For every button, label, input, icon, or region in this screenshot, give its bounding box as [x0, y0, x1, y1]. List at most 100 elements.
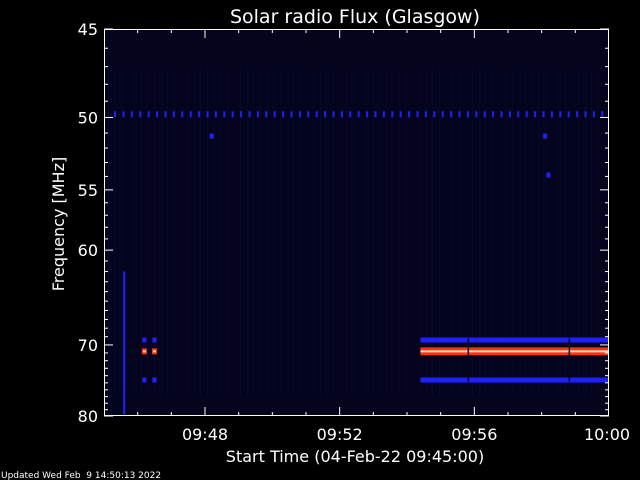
band-dot: [534, 111, 537, 118]
noise-stripe: [108, 69, 109, 396]
noise-stripe: [406, 69, 407, 396]
band-dot: [139, 111, 142, 118]
y-axis: 45 50 55 60 70 80: [78, 20, 609, 426]
y-tick-label: 45: [78, 20, 98, 39]
band-dot: [508, 111, 511, 118]
y-tick-label: 50: [78, 108, 98, 127]
noise-stripe: [353, 69, 354, 396]
noise-stripe: [161, 69, 162, 396]
noise-stripe: [326, 69, 327, 396]
noise-stripe: [492, 69, 493, 396]
band-dot: [189, 111, 192, 118]
noise-stripe: [591, 69, 592, 396]
background-noise: [108, 69, 599, 396]
emission-spot: [543, 133, 548, 139]
band-dot: [517, 111, 520, 118]
y-tick-label: 80: [78, 407, 98, 426]
band-dot: [542, 111, 545, 118]
band-dot: [231, 111, 234, 118]
band-dot: [382, 111, 385, 118]
emission-band: [420, 377, 609, 383]
noise-stripe: [114, 69, 115, 396]
emission-spot: [142, 377, 147, 383]
band-dot: [500, 111, 503, 118]
noise-stripe: [247, 69, 248, 396]
band-dot: [223, 111, 226, 118]
x-tick-label: 10:00: [584, 425, 630, 444]
noise-stripe: [300, 69, 301, 396]
band-dot: [357, 111, 360, 118]
emission-spot: [142, 337, 147, 343]
x-axis-label: Start Time (04-Feb-22 09:45:00): [226, 447, 484, 466]
x-axis: 09:48 09:52 09:56 10:00: [137, 29, 630, 444]
noise-stripe: [267, 69, 268, 396]
noise-stripe: [598, 69, 599, 396]
band-dot: [290, 111, 293, 118]
noise-stripe: [147, 69, 148, 396]
noise-stripe: [558, 69, 559, 396]
band-dot: [273, 111, 276, 118]
noise-stripe: [399, 69, 400, 396]
band-dot: [584, 111, 587, 118]
chart-title: Solar radio Flux (Glasgow): [230, 6, 480, 28]
noise-stripe: [379, 69, 380, 396]
band-dot: [214, 111, 217, 118]
noise-stripe: [459, 69, 460, 396]
noise-stripe: [525, 69, 526, 396]
noise-stripe: [432, 69, 433, 396]
band-dot: [416, 111, 419, 118]
band-dot: [256, 111, 259, 118]
noise-stripe: [505, 69, 506, 396]
band-dot: [198, 111, 201, 118]
y-tick-label: 60: [78, 241, 98, 260]
y-tick-label: 70: [78, 336, 98, 355]
noise-stripe: [227, 69, 228, 396]
noise-stripe: [121, 69, 122, 396]
band-dot: [181, 111, 184, 118]
band-dot: [567, 111, 570, 118]
noise-stripe: [313, 69, 314, 396]
spectrogram-marks: [108, 69, 609, 415]
emission-spot-core: [153, 350, 156, 353]
noise-stripe: [320, 69, 321, 396]
noise-stripe: [207, 69, 208, 396]
band-dot: [458, 111, 461, 118]
emission-spot: [152, 337, 157, 343]
band-dot: [324, 111, 327, 118]
emission-spot: [152, 377, 157, 383]
band-dot: [282, 111, 285, 118]
band-dot: [240, 111, 243, 118]
band-dot: [164, 111, 167, 118]
noise-stripe: [545, 69, 546, 396]
noise-stripe: [253, 69, 254, 396]
burst-spike: [123, 271, 126, 415]
noise-stripe: [565, 69, 566, 396]
emission-spot: [209, 133, 214, 139]
band-dot: [248, 111, 251, 118]
band-dot: [475, 111, 478, 118]
y-axis-label: Frequency [MHz]: [49, 157, 68, 291]
band-dot: [592, 111, 595, 118]
noise-stripe: [200, 69, 201, 396]
noise-stripe: [141, 69, 142, 396]
band-gap: [467, 338, 470, 382]
band-dot: [391, 111, 394, 118]
footer-timestamp: Updated Wed Feb 9 14:50:13 2022: [1, 471, 161, 480]
band-dot: [408, 111, 411, 118]
noise-stripe: [373, 69, 374, 396]
band-dot: [601, 111, 604, 118]
band-dot: [424, 111, 427, 118]
noise-stripe: [386, 69, 387, 396]
noise-stripe: [485, 69, 486, 396]
band-dot: [366, 111, 369, 118]
noise-stripe: [220, 69, 221, 396]
noise-stripe: [452, 69, 453, 396]
band-dot: [492, 111, 495, 118]
band-dot: [399, 111, 402, 118]
noise-stripe: [419, 69, 420, 396]
band-dot: [550, 111, 553, 118]
plot-frame: [104, 29, 609, 416]
band-dot: [172, 111, 175, 118]
band-dot: [206, 111, 209, 118]
